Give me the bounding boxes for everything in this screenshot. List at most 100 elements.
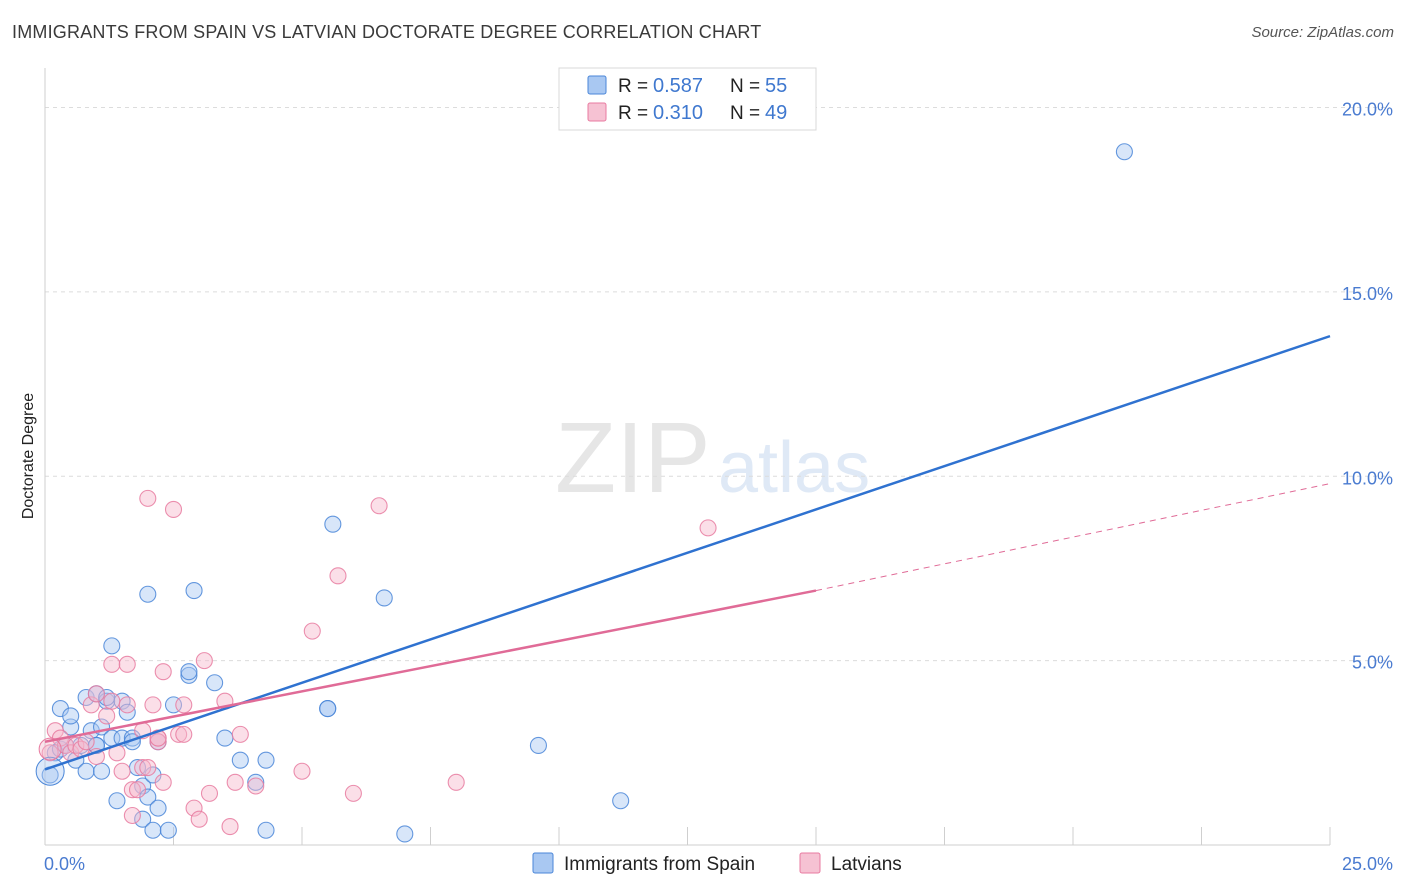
top-legend-swatch-pink bbox=[587, 102, 607, 122]
point-immigrants-from-spain bbox=[103, 637, 121, 655]
point-immigrants-from-spain bbox=[103, 729, 121, 747]
trend-line-immigrants-from-spain bbox=[44, 334, 1331, 771]
point-immigrants-from-spain bbox=[159, 821, 177, 839]
point-latvians bbox=[103, 692, 121, 710]
point-latvians bbox=[370, 497, 388, 515]
point-immigrants-from-spain bbox=[231, 751, 249, 769]
point-immigrants-from-spain bbox=[77, 688, 95, 707]
point-immigrants-from-spain bbox=[98, 688, 116, 707]
point-immigrants-from-spain bbox=[185, 582, 203, 600]
point-immigrants-from-spain bbox=[87, 736, 105, 754]
point-latvians bbox=[103, 655, 121, 673]
chart-title: IMMIGRANTS FROM SPAIN VS LATVIAN DOCTORA… bbox=[12, 22, 762, 42]
data-points bbox=[35, 143, 1133, 843]
point-latvians bbox=[51, 729, 69, 747]
point-immigrants-from-spain bbox=[87, 685, 105, 703]
point-latvians bbox=[170, 725, 188, 743]
chart-source: Source: ZipAtlas.com bbox=[1251, 24, 1394, 41]
point-immigrants-from-spain bbox=[149, 799, 167, 817]
point-immigrants-from-spain bbox=[72, 736, 90, 754]
bottom-legend: Immigrants from Spain Latvians bbox=[532, 852, 902, 875]
point-latvians bbox=[87, 747, 105, 766]
point-immigrants-from-spain bbox=[51, 700, 69, 718]
point-latvians bbox=[175, 696, 193, 714]
point-latvians bbox=[247, 777, 265, 795]
point-immigrants-from-spain bbox=[108, 792, 126, 810]
point-latvians bbox=[87, 685, 105, 703]
point-latvians bbox=[200, 784, 219, 802]
point-immigrants-from-spain bbox=[92, 718, 111, 736]
point-immigrants-from-spain bbox=[92, 762, 111, 780]
point-latvians bbox=[38, 737, 62, 761]
trend-line-latvians bbox=[44, 589, 817, 743]
watermark-atlas: atlas bbox=[718, 428, 870, 508]
point-immigrants-from-spain bbox=[62, 707, 80, 725]
legend-n-label-1: N = bbox=[730, 76, 760, 97]
point-immigrants-from-spain bbox=[216, 729, 234, 747]
point-latvians bbox=[123, 806, 141, 825]
point-latvians bbox=[149, 733, 167, 751]
point-latvians bbox=[123, 781, 141, 799]
point-immigrants-from-spain bbox=[62, 718, 80, 736]
legend-n-label-2: N = bbox=[730, 103, 760, 124]
point-immigrants-from-spain bbox=[139, 585, 157, 603]
point-immigrants-from-spain bbox=[118, 703, 136, 721]
bottom-legend-swatch-pink bbox=[799, 852, 821, 874]
point-immigrants-from-spain bbox=[77, 762, 95, 780]
point-immigrants-from-spain bbox=[82, 722, 100, 740]
bottom-legend-label-pink: Latvians bbox=[831, 854, 902, 875]
legend-r-label-2: R = bbox=[618, 103, 648, 124]
legend-r-value-1: 0.587 bbox=[653, 75, 703, 97]
point-immigrants-from-spain bbox=[113, 729, 131, 747]
point-latvians bbox=[113, 762, 131, 780]
bottom-legend-label-blue: Immigrants from Spain bbox=[564, 854, 755, 875]
top-legend: R = 0.587 N = 55 R = 0.310 N = 49 bbox=[558, 67, 817, 131]
point-latvians bbox=[134, 759, 152, 777]
point-immigrants-from-spain bbox=[41, 766, 59, 784]
point-latvians bbox=[293, 762, 311, 780]
point-immigrants-from-spain bbox=[57, 736, 75, 754]
point-latvians bbox=[164, 500, 183, 518]
point-immigrants-from-spain bbox=[128, 759, 147, 777]
point-latvians bbox=[108, 744, 126, 762]
point-immigrants-from-spain bbox=[134, 777, 152, 795]
point-immigrants-from-spain bbox=[87, 736, 105, 754]
point-immigrants-from-spain bbox=[113, 692, 131, 710]
point-immigrants-from-spain bbox=[149, 733, 167, 751]
point-latvians bbox=[344, 784, 362, 802]
grid-lines bbox=[45, 107, 1390, 662]
point-latvians bbox=[221, 818, 239, 836]
point-immigrants-from-spain bbox=[396, 825, 414, 843]
point-latvians bbox=[185, 799, 203, 817]
legend-n-value-2: 49 bbox=[765, 102, 787, 124]
point-immigrants-from-spain bbox=[123, 729, 141, 747]
y-tick-label: 20.0% bbox=[1342, 100, 1393, 120]
x-tick-label: 0.0% bbox=[44, 854, 85, 874]
tick-labels: 5.0% 10.0% 15.0% 20.0% 0.0% 25.0% bbox=[44, 100, 1393, 875]
point-immigrants-from-spain bbox=[139, 788, 157, 806]
y-tick-label: 15.0% bbox=[1342, 284, 1393, 304]
point-immigrants-from-spain bbox=[180, 666, 198, 684]
point-immigrants-from-spain bbox=[98, 692, 116, 710]
point-latvians bbox=[128, 781, 147, 799]
point-latvians bbox=[144, 696, 162, 714]
point-latvians bbox=[231, 725, 249, 743]
point-immigrants-from-spain bbox=[123, 733, 141, 751]
point-latvians bbox=[98, 707, 116, 725]
point-immigrants-from-spain bbox=[51, 740, 69, 758]
trend-lines bbox=[44, 334, 1331, 771]
point-immigrants-from-spain bbox=[1115, 143, 1133, 161]
point-immigrants-from-spain bbox=[612, 792, 630, 810]
point-latvians bbox=[139, 489, 157, 507]
point-immigrants-from-spain bbox=[324, 515, 342, 533]
y-tick-label: 10.0% bbox=[1342, 468, 1393, 488]
point-immigrants-from-spain bbox=[257, 821, 275, 839]
point-latvians bbox=[67, 736, 85, 754]
point-immigrants-from-spain bbox=[257, 751, 275, 769]
point-immigrants-from-spain bbox=[35, 756, 65, 786]
point-latvians bbox=[139, 759, 157, 777]
point-immigrants-from-spain bbox=[180, 663, 198, 681]
watermark-zip: ZIP bbox=[555, 402, 711, 514]
point-latvians bbox=[118, 696, 136, 714]
